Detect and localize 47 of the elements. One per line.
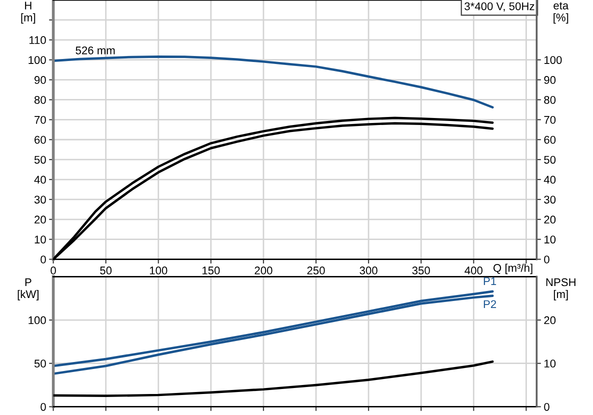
y2-tick-label: 90	[544, 76, 556, 84]
y2-tick-label: 20	[544, 216, 556, 224]
y-tick-label: 60	[34, 136, 46, 144]
y2-axis-title: NPSH [m]	[546, 278, 576, 300]
y2-tick-label: 30	[544, 196, 556, 204]
y-tick-label: 50	[34, 156, 46, 164]
y2-tick-label: 0	[544, 256, 550, 264]
y-tick-label: 20	[34, 216, 46, 224]
y-tick-label: 40	[34, 176, 46, 184]
x-tick-label: 0	[50, 266, 56, 274]
y-tick-label: 0	[40, 402, 46, 411]
y2-tick-label: 10	[544, 360, 556, 368]
y-axis-title: P [kW]	[18, 278, 38, 300]
y-tick-label: 70	[34, 116, 46, 124]
y2-axis-title: eta [%]	[554, 2, 569, 24]
y2-tick-label: 20	[544, 316, 556, 324]
y-tick-label: 110	[29, 36, 46, 44]
x-tick-label: 350	[412, 266, 430, 274]
x-tick-label: 100	[150, 266, 168, 274]
x-tick-label: 300	[360, 266, 378, 274]
y-tick-label: 80	[34, 96, 46, 104]
y-tick-label: 90	[34, 76, 46, 84]
annotation: 526 mm	[76, 46, 115, 54]
y2-tick-label: 40	[544, 176, 556, 184]
y2-tick-label: 80	[544, 96, 556, 104]
y-tick-label: 100	[28, 56, 46, 64]
y-tick-label: 10	[34, 236, 46, 244]
y-tick-label: 30	[34, 196, 46, 204]
y2-tick-label: 60	[544, 136, 556, 144]
y2-tick-label: 50	[544, 156, 556, 164]
x-axis-title: Q [m³/h]	[493, 264, 532, 274]
y-tick-label: 100	[28, 316, 46, 324]
chart-title: 3*400 V, 50Hz	[464, 2, 534, 12]
y2-tick-label: 100	[544, 56, 562, 64]
x-tick-label: 400	[464, 266, 482, 274]
x-tick-label: 50	[100, 266, 112, 274]
y2-tick-label: 10	[544, 236, 556, 244]
x-tick-label: 200	[254, 266, 272, 274]
series-label: P2	[484, 300, 496, 308]
y2-tick-label: 70	[544, 116, 556, 124]
y-tick-label: 0	[40, 256, 46, 264]
y2-tick-label: 0	[544, 402, 550, 411]
x-tick-label: 150	[202, 266, 220, 274]
series-label: P1	[484, 277, 496, 285]
y-axis-title: H [m]	[21, 2, 36, 24]
y-tick-label: 50	[34, 360, 46, 368]
x-tick-label: 250	[307, 266, 325, 274]
